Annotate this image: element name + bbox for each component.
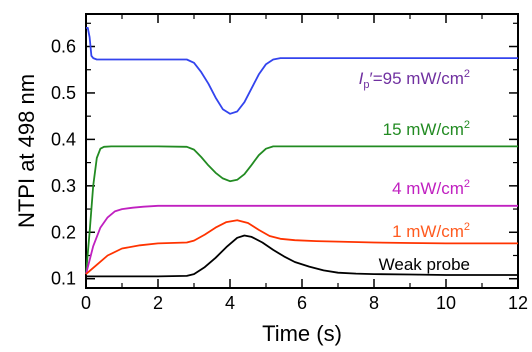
series-line-Ip95 [86, 27, 518, 115]
series-label-part: 4 mW/cm [392, 179, 464, 198]
series-label-I4: 4 mW/cm2 [392, 178, 470, 198]
y-tick-label: 0.5 [51, 83, 76, 103]
y-tick-label: 0.3 [51, 176, 76, 196]
series-line-I4 [85, 204, 518, 275]
series-label-part: Weak probe [379, 255, 470, 274]
series-line-I15 [85, 145, 518, 275]
series-label-part: p [363, 79, 369, 91]
x-tick-label: 2 [153, 293, 163, 313]
series-label-Ip95: Ip′=95 mW/cm2 [359, 68, 470, 91]
y-tick-label: 0.1 [51, 269, 76, 289]
series-label-part: 2 [464, 68, 470, 80]
x-tick-label: 12 [508, 293, 528, 313]
x-tick-label: 6 [297, 293, 307, 313]
series-label-I15: 15 mW/cm2 [383, 119, 470, 139]
y-tick-label: 0.4 [51, 129, 76, 149]
x-tick-label: 0 [81, 293, 91, 313]
series-label-part: 2 [464, 178, 470, 190]
series-lines [85, 27, 518, 278]
plot-frame [85, 13, 519, 289]
series-label-part: 1 mW/cm [392, 222, 464, 241]
series-label-part: 2 [464, 119, 470, 131]
x-tick-label: 10 [436, 293, 456, 313]
axis-ticks: 0 2 4 6 8 10 12 0.1 0.2 0.3 0.4 0.5 0.6 [51, 14, 528, 313]
y-tick-label: 0.2 [51, 222, 76, 242]
y-axis-title: NTPI at 498 nm [14, 74, 39, 228]
x-tick-label: 8 [369, 293, 379, 313]
series-label-part: ′=95 mW/cm [370, 69, 464, 88]
series-line-weak [86, 234, 518, 278]
series-line-I1 [85, 219, 518, 275]
series-label-part: 15 mW/cm [383, 120, 464, 139]
series-label-part: 2 [464, 221, 470, 233]
x-axis-title: Time (s) [262, 321, 342, 346]
series-label-I1: 1 mW/cm2 [392, 221, 470, 241]
y-tick-label: 0.6 [51, 37, 76, 57]
x-tick-label: 4 [225, 293, 235, 313]
series-label-weak: Weak probe [379, 255, 470, 274]
series-label-part: I [359, 69, 364, 88]
